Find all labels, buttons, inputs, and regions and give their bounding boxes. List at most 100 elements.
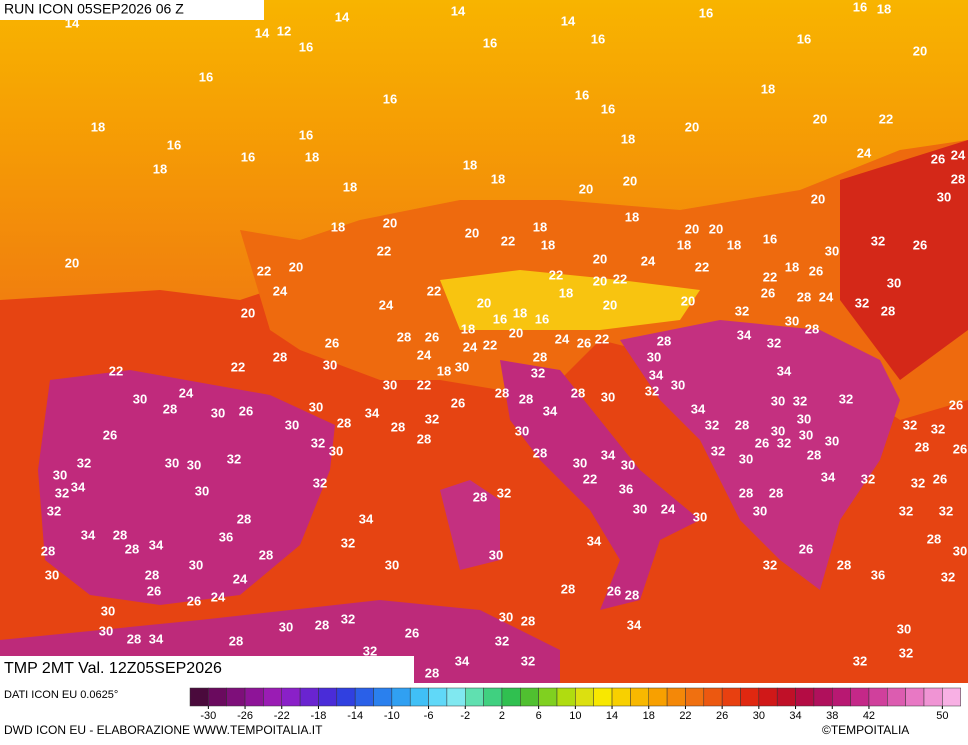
temperature-label: 34: [149, 537, 164, 552]
temperature-label: 30: [329, 443, 343, 458]
temperature-label: 32: [341, 611, 355, 626]
temperature-label: 28: [337, 415, 351, 430]
color-swatch: [226, 687, 246, 707]
product-box: [0, 656, 414, 683]
tick-label: 2: [499, 710, 505, 722]
temperature-label: 32: [931, 421, 945, 436]
temperature-label: 18: [437, 363, 451, 378]
temperature-label: 16: [797, 31, 811, 46]
temperature-label: 28: [473, 489, 487, 504]
product: TMP 2MT Val. 12Z05SEP2026: [4, 660, 222, 677]
temperature-label: 30: [897, 621, 911, 636]
temperature-label: 18: [559, 285, 573, 300]
temperature-label: 32: [495, 633, 509, 648]
temperature-label: 34: [737, 327, 752, 342]
tick-label: -22: [274, 710, 290, 722]
temperature-label: 18: [541, 237, 555, 252]
temperature-label: 30: [601, 389, 615, 404]
color-swatch: [795, 687, 815, 707]
temperature-label: 14: [255, 25, 270, 40]
temperature-label: 26: [761, 285, 775, 300]
temperature-label: 16: [241, 149, 255, 164]
temperature-label: 28: [397, 329, 411, 344]
temperature-label: 18: [305, 149, 319, 164]
temperature-label: 32: [899, 503, 913, 518]
temperature-label: 26: [425, 329, 439, 344]
tick-label: -18: [310, 710, 326, 722]
temperature-label: 30: [211, 405, 225, 420]
color-swatch: [776, 687, 796, 707]
color-swatch: [593, 687, 613, 707]
color-swatch: [868, 687, 888, 707]
temperature-label: 24: [273, 283, 288, 298]
color-swatch: [501, 687, 521, 707]
temperature-label: 14: [65, 15, 80, 30]
temperature-label: 30: [887, 275, 901, 290]
tick-label: 26: [716, 710, 728, 722]
temperature-label: 32: [871, 233, 885, 248]
temperature-label: 30: [825, 243, 839, 258]
temperature-label: 30: [693, 509, 707, 524]
temperature-label: 28: [735, 417, 749, 432]
temperature-label: 28: [259, 547, 273, 562]
brand: ©TEMPOITALIA: [822, 723, 909, 737]
temperature-label: 18: [153, 161, 167, 176]
temperature-label: 28: [769, 485, 783, 500]
tick-label: 30: [753, 710, 765, 722]
temperature-label: 36: [619, 481, 633, 496]
temperature-label: 20: [603, 297, 617, 312]
temperature-label: 32: [313, 475, 327, 490]
source: DATI ICON EU 0.0625°: [4, 689, 118, 701]
color-swatch: [244, 687, 264, 707]
temperature-label: 28: [521, 613, 535, 628]
temperature-label: 26: [809, 263, 823, 278]
temperature-label: 22: [549, 267, 563, 282]
temperature-label: 22: [695, 259, 709, 274]
temperature-label: 36: [219, 529, 233, 544]
temperature-label: 32: [911, 475, 925, 490]
temperature-label: 30: [133, 391, 147, 406]
tick-label: -6: [424, 710, 434, 722]
temperature-label: 22: [763, 269, 777, 284]
temperature-label: 28: [163, 401, 177, 416]
tick-label: 14: [606, 710, 618, 722]
temperature-label: 30: [195, 483, 209, 498]
temperature-label: 24: [857, 145, 872, 160]
temperature-label: 20: [241, 305, 255, 320]
temperature-label: 28: [797, 289, 811, 304]
temperature-label: 30: [739, 451, 753, 466]
temperature-label: 22: [109, 363, 123, 378]
temperature-label: 20: [813, 111, 827, 126]
temperature-label: 32: [77, 455, 91, 470]
temperature-label: 30: [165, 455, 179, 470]
color-swatch: [740, 687, 760, 707]
temperature-label: 34: [359, 511, 374, 526]
temperature-label: 22: [257, 263, 271, 278]
temperature-label: 18: [677, 237, 691, 252]
temperature-label: 24: [179, 385, 194, 400]
tick-label: 38: [826, 710, 838, 722]
temperature-label: 26: [949, 397, 963, 412]
temperature-label: 14: [335, 9, 350, 24]
temperature-label: 30: [771, 423, 785, 438]
temperature-label: 30: [0, 0, 7, 6]
temperature-label: 16: [601, 101, 615, 116]
color-swatch: [887, 687, 906, 707]
temperature-label: 18: [761, 81, 775, 96]
temperature-label: 32: [521, 653, 535, 668]
legend: -30 -26 -22 -18 -14 -10 -6 -2 2 6 10 14 18 22 26 30 34 38…: [189, 687, 961, 722]
color-swatch: [666, 687, 686, 707]
temperature-label: 32: [711, 443, 725, 458]
color-swatch: [685, 687, 705, 707]
temperature-label: 30: [825, 433, 839, 448]
title: RUN ICON 05SEP2026 06 Z: [4, 1, 184, 17]
temperature-label: 18: [461, 321, 475, 336]
temperature-label: 28: [495, 385, 509, 400]
temperature-label: 30: [309, 399, 323, 414]
temperature-label: 18: [513, 305, 527, 320]
temperature-label: 32: [425, 411, 439, 426]
temperature-label: 34: [587, 533, 602, 548]
color-swatch: [758, 687, 778, 707]
